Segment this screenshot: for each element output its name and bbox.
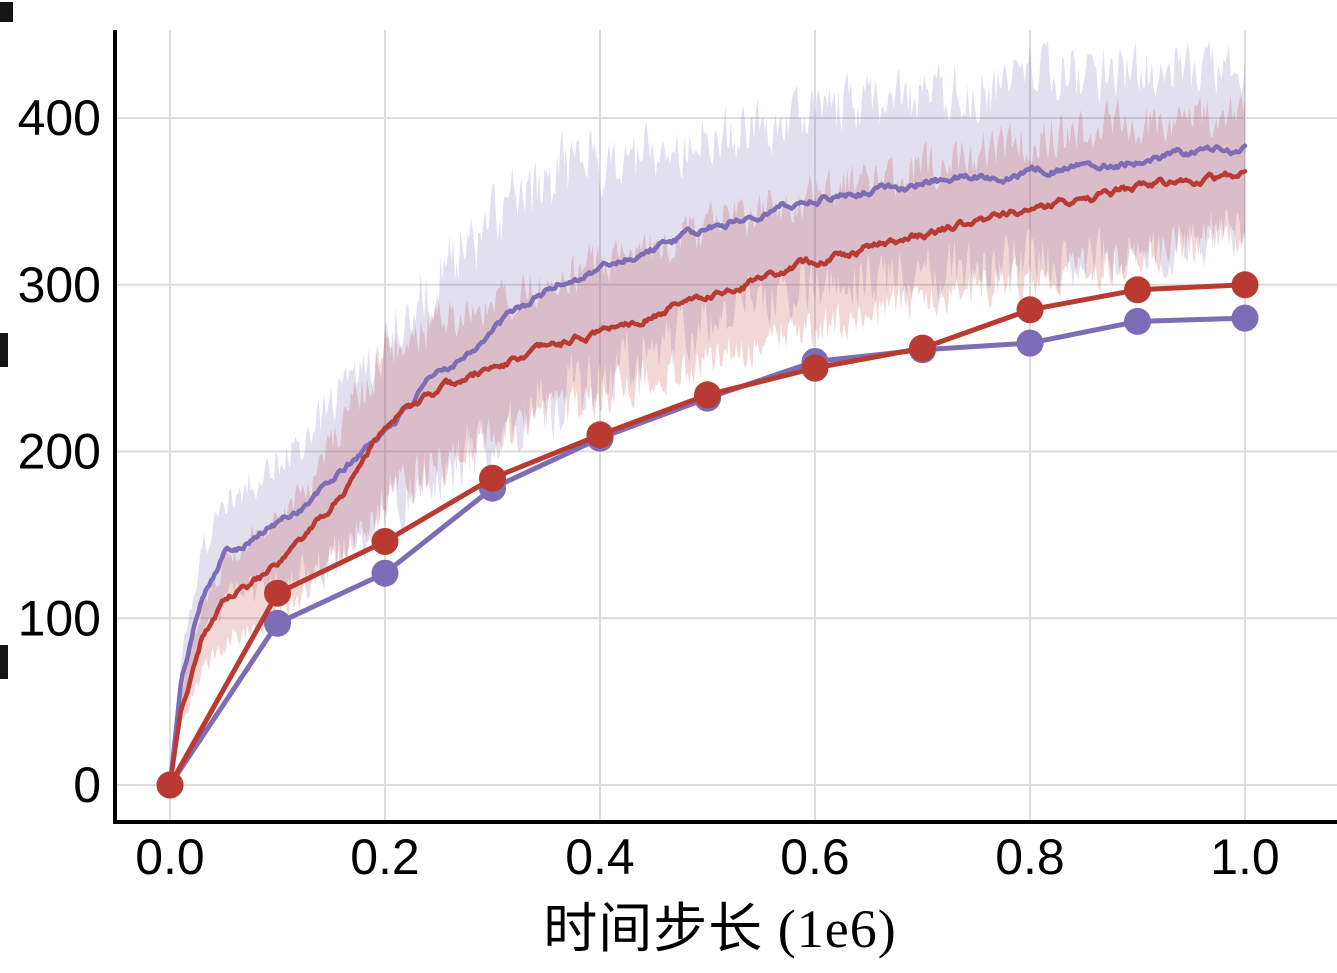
red-eval-curve-marker bbox=[801, 354, 829, 382]
red-eval-curve-marker bbox=[694, 381, 721, 409]
red-eval-curve-marker bbox=[909, 334, 936, 362]
cropped-y-label-fragment bbox=[0, 333, 8, 367]
x-tick-label: 0.0 bbox=[135, 829, 205, 885]
red-train-curve bbox=[167, 168, 1248, 788]
purple-eval-curve-marker bbox=[1231, 304, 1259, 332]
confidence-band-purple-train-curve bbox=[170, 40, 1245, 786]
y-tick-label: 0 bbox=[73, 757, 101, 813]
y-tick-label: 400 bbox=[18, 90, 101, 146]
purple-eval-curve-marker bbox=[264, 609, 291, 637]
x-tick-label: 1.0 bbox=[1210, 829, 1280, 885]
cropped-y-label-fragment bbox=[0, 645, 8, 679]
purple-eval-curve-marker bbox=[1016, 329, 1044, 357]
purple-train-curve bbox=[167, 143, 1248, 788]
red-eval-curve-marker bbox=[1016, 296, 1044, 324]
x-tick-label: 0.2 bbox=[350, 829, 420, 885]
x-tick-label: 0.6 bbox=[780, 829, 850, 885]
y-tick-label: 200 bbox=[18, 424, 101, 480]
plot-area bbox=[156, 40, 1259, 799]
x-axis-title: 时间步长 (1e6) bbox=[543, 899, 897, 959]
red-eval-curve-marker bbox=[156, 771, 184, 799]
red-eval-curve-marker bbox=[264, 579, 291, 607]
y-tick-label: 300 bbox=[18, 257, 101, 313]
x-tick-label: 0.8 bbox=[995, 829, 1065, 885]
x-tick-label: 0.4 bbox=[565, 829, 635, 885]
purple-eval-curve-marker bbox=[1124, 307, 1151, 335]
red-eval-curve-marker bbox=[1124, 276, 1151, 304]
red-eval-curve-marker bbox=[1231, 271, 1259, 299]
red-eval-curve-marker bbox=[586, 421, 614, 449]
red-eval-curve-marker bbox=[371, 528, 399, 555]
red-eval-curve-marker bbox=[479, 464, 506, 492]
confidence-band-red-train-curve bbox=[170, 95, 1245, 786]
y-tick-label: 100 bbox=[18, 590, 101, 646]
cropped-y-label-fragment bbox=[0, 2, 13, 22]
purple-eval-curve-marker bbox=[371, 559, 399, 587]
